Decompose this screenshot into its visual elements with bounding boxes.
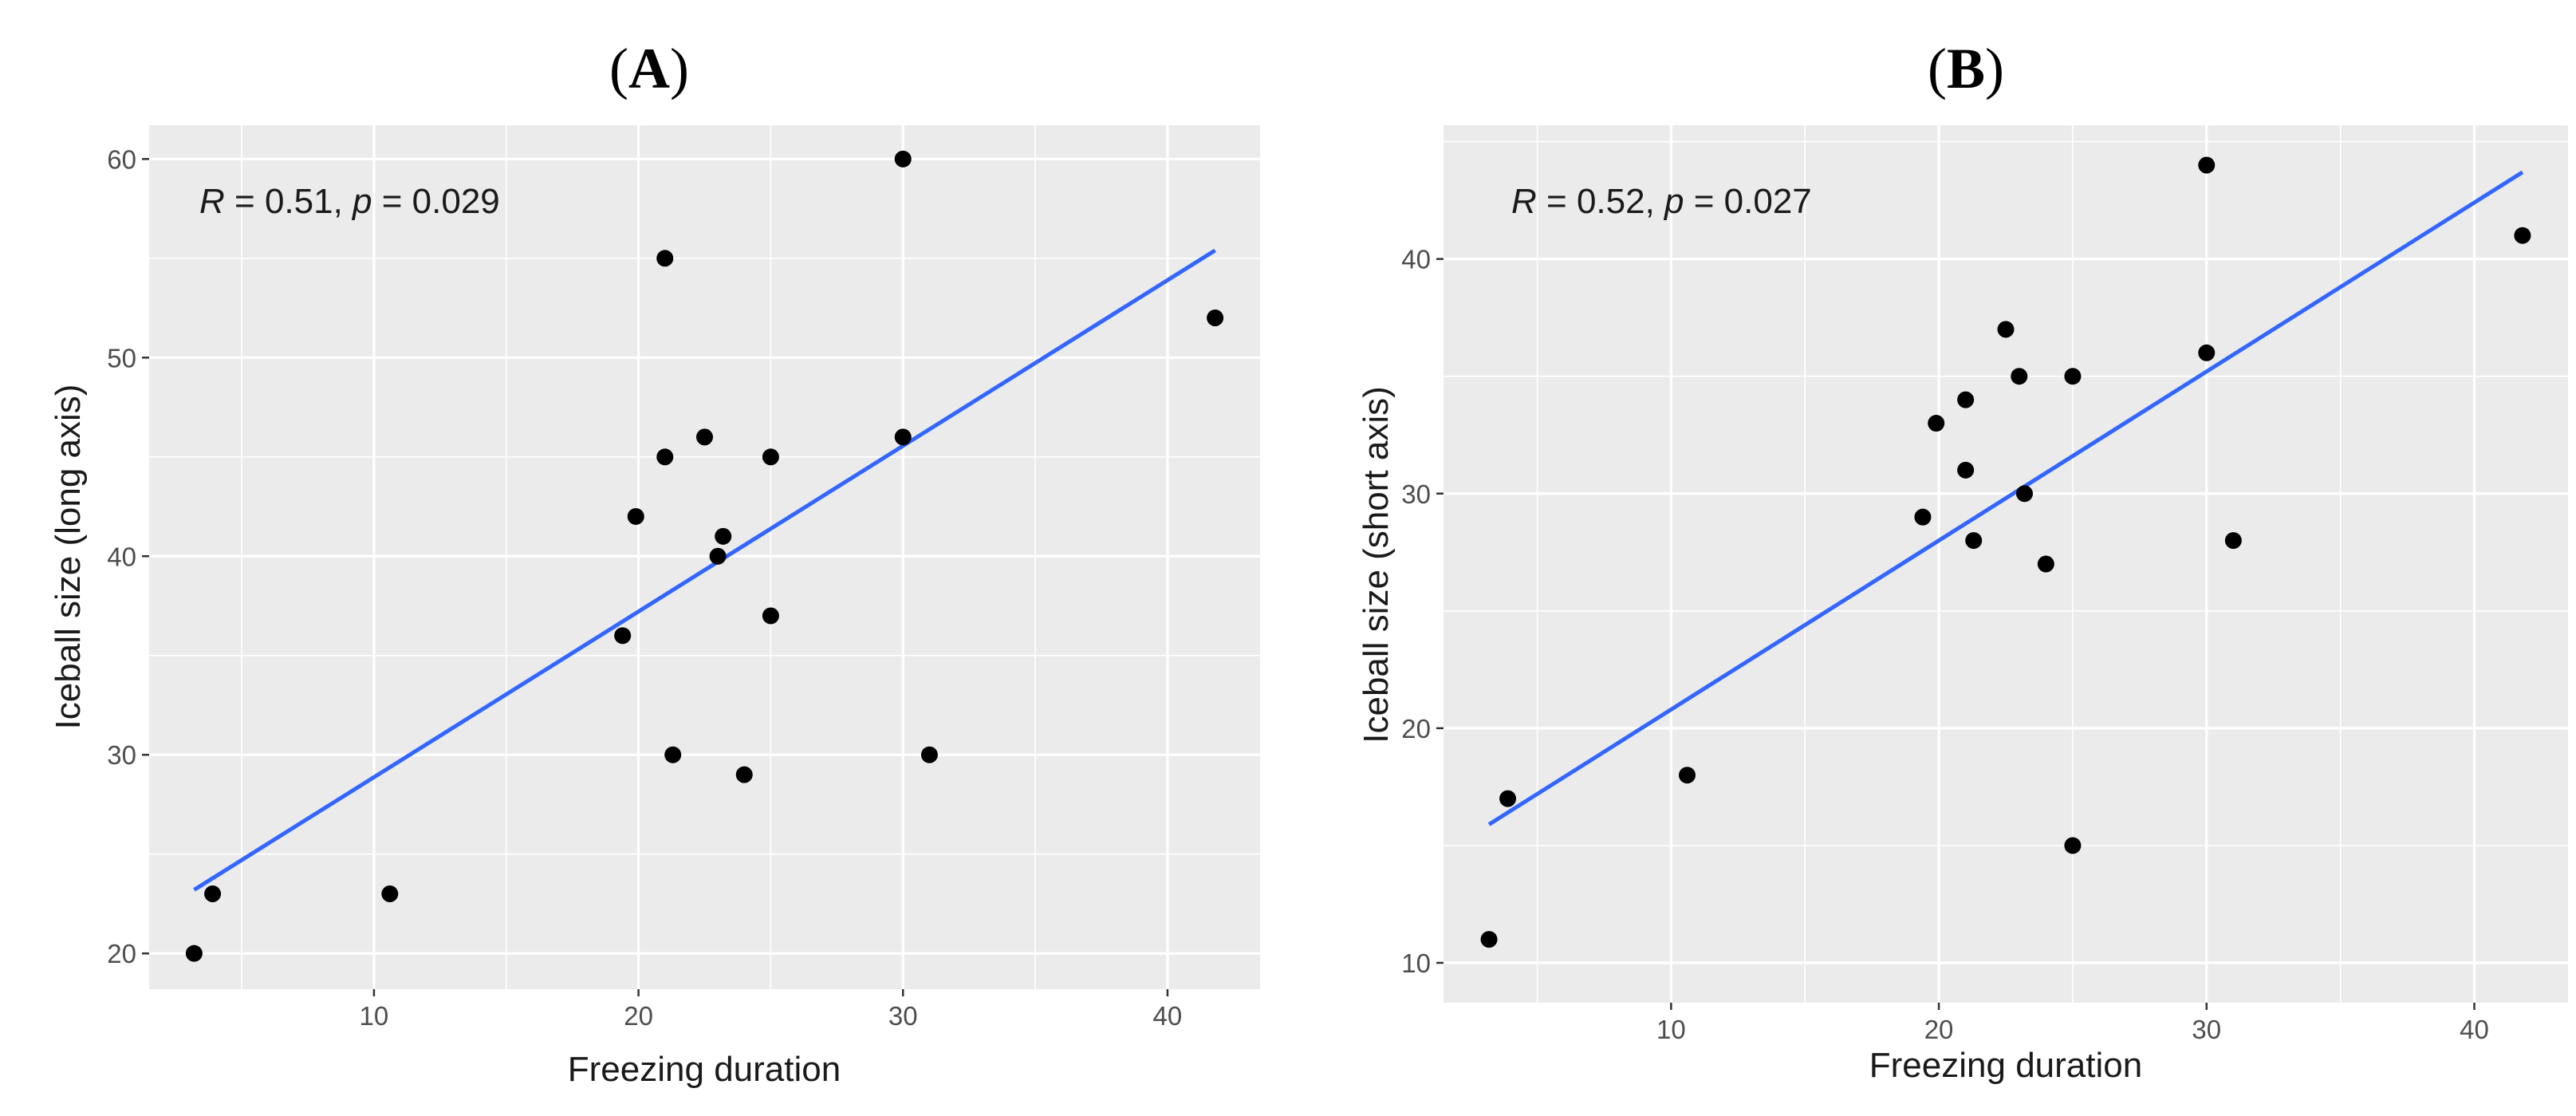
panel-a-points xyxy=(185,150,1224,962)
panel-a-p-symbol: p xyxy=(351,182,372,221)
panel-a-data-point xyxy=(627,507,644,525)
panel-b-data-point xyxy=(1965,532,1983,550)
panel-a-trendline-group xyxy=(193,248,1216,892)
panel-b-data-point xyxy=(2514,227,2531,244)
panel-b-correlation-label: R = 0.52, p = 0.027 xyxy=(1511,182,1812,221)
panel-b-x-ticks: 10 20 30 40 xyxy=(1656,1003,2489,1044)
panel-a-data-point xyxy=(696,428,713,446)
panel-b-p-value: 0.027 xyxy=(1724,182,1812,221)
panel-b-trendline-group xyxy=(1487,170,2524,826)
panel-a-data-point xyxy=(894,150,912,168)
panel-a: (A) 10 20 30 40 20 30 40 50 60 R = 0.51, p = 0.… xyxy=(49,37,1260,1089)
panel-a-p-equals: = xyxy=(372,182,412,221)
panel-b-r-value: 0.52 xyxy=(1577,182,1645,221)
panel-b-data-point xyxy=(1957,391,1975,408)
panel-b-x-tick-label: 30 xyxy=(2192,1015,2221,1044)
panel-a-y-tick-label: 40 xyxy=(107,542,136,571)
panel-a-title: (A) xyxy=(609,37,689,101)
panel-a-y-tick-label: 60 xyxy=(107,144,136,174)
panel-a-y-tick-label: 50 xyxy=(107,343,136,373)
panel-a-data-point xyxy=(656,250,674,267)
panel-b-p-symbol: p xyxy=(1663,182,1684,221)
panel-a-y-tick-label: 20 xyxy=(107,939,136,968)
panel-a-data-point xyxy=(204,885,222,902)
panel-b-y-tick-label: 30 xyxy=(1401,479,1431,509)
panel-b-x-tick-label: 20 xyxy=(1924,1015,1954,1044)
panel-a-grid xyxy=(149,125,1260,989)
panel-b-trendline xyxy=(1487,170,2524,826)
panel-a-x-ticks: 10 20 30 40 xyxy=(360,989,1183,1031)
panel-b-x-axis-title: Freezing duration xyxy=(1869,1046,2142,1085)
panel-a-x-tick-label: 30 xyxy=(888,1001,918,1031)
panel-a-data-point xyxy=(894,428,912,446)
panel-a-p-value: 0.029 xyxy=(412,182,500,221)
panel-a-data-point xyxy=(664,746,682,763)
panel-b-letter: B xyxy=(1947,37,1985,101)
panel-a-data-point xyxy=(185,944,203,962)
panel-a-data-point xyxy=(381,885,399,902)
panel-b-data-point xyxy=(1499,790,1517,807)
panel-a-separator: , xyxy=(333,182,353,221)
panel-a-y-tick-label: 30 xyxy=(107,740,136,770)
panel-a-trendline xyxy=(193,248,1216,892)
panel-a-r-symbol: R xyxy=(199,182,225,221)
panel-b-data-point xyxy=(1928,415,1945,432)
panel-a-data-point xyxy=(762,448,779,466)
panel-a-y-axis-title: Iceball size (long axis) xyxy=(49,384,88,730)
panel-a-x-tick-label: 40 xyxy=(1153,1001,1183,1031)
panel-b-data-point xyxy=(2037,555,2054,573)
panel-b-points xyxy=(1480,156,2531,948)
panel-a-data-point xyxy=(1207,309,1224,326)
panel-b-plot-background xyxy=(1444,125,2568,1003)
panel-a-letter: A xyxy=(628,37,670,101)
panel-b-y-tick-label: 20 xyxy=(1401,714,1431,743)
panel-a-data-point xyxy=(715,527,732,545)
panel-b-title: (B) xyxy=(1928,37,2004,101)
panel-b-p-equals: = xyxy=(1684,182,1724,221)
panel-b-data-point xyxy=(1997,321,2015,338)
panel-b-data-point xyxy=(1914,508,1932,526)
panel-b-y-ticks: 10 20 30 40 xyxy=(1401,245,1444,978)
panel-a-data-point xyxy=(709,547,727,565)
panel-a-r-equals: = xyxy=(225,182,265,221)
panel-b-data-point xyxy=(1957,461,1975,479)
panel-b-y-tick-label: 10 xyxy=(1401,948,1431,978)
panel-b-data-point xyxy=(2016,485,2033,503)
panel-b-data-point xyxy=(2224,532,2242,550)
panel-b-data-point xyxy=(1679,767,1696,784)
panel-b-data-point xyxy=(1480,931,1498,948)
panel-a-x-axis-title: Freezing duration xyxy=(568,1050,841,1089)
panel-b-y-axis-title: Iceball size (short axis) xyxy=(1357,386,1396,743)
panel-b: (B) 10 20 30 40 10 20 30 40 R = 0.52, p = 0.02… xyxy=(1357,37,2568,1085)
panel-b-y-tick-label: 40 xyxy=(1401,245,1431,274)
panel-a-data-point xyxy=(614,627,632,645)
panel-a-x-tick-label: 10 xyxy=(360,1001,389,1031)
panel-b-data-point xyxy=(2011,368,2028,385)
panel-a-x-tick-label: 20 xyxy=(624,1001,653,1031)
panel-a-r-value: 0.51 xyxy=(265,182,333,221)
panel-b-r-equals: = xyxy=(1537,182,1577,221)
panel-a-data-point xyxy=(735,766,753,783)
panel-b-x-tick-label: 10 xyxy=(1656,1015,1686,1044)
panel-b-grid xyxy=(1444,125,2568,1003)
panel-b-data-point xyxy=(2198,344,2216,361)
panel-b-r-symbol: R xyxy=(1511,182,1537,221)
panel-a-data-point xyxy=(656,448,674,466)
panel-a-data-point xyxy=(762,607,779,625)
panel-b-data-point xyxy=(2064,837,2082,854)
panel-a-data-point xyxy=(920,746,938,763)
panel-b-x-tick-label: 40 xyxy=(2460,1015,2489,1044)
panel-b-separator: , xyxy=(1645,182,1664,221)
panel-b-data-point xyxy=(2064,368,2082,385)
panel-a-correlation-label: R = 0.51, p = 0.029 xyxy=(199,182,500,221)
panel-b-data-point xyxy=(2198,156,2216,174)
panel-a-y-ticks: 20 30 40 50 60 xyxy=(107,144,149,968)
